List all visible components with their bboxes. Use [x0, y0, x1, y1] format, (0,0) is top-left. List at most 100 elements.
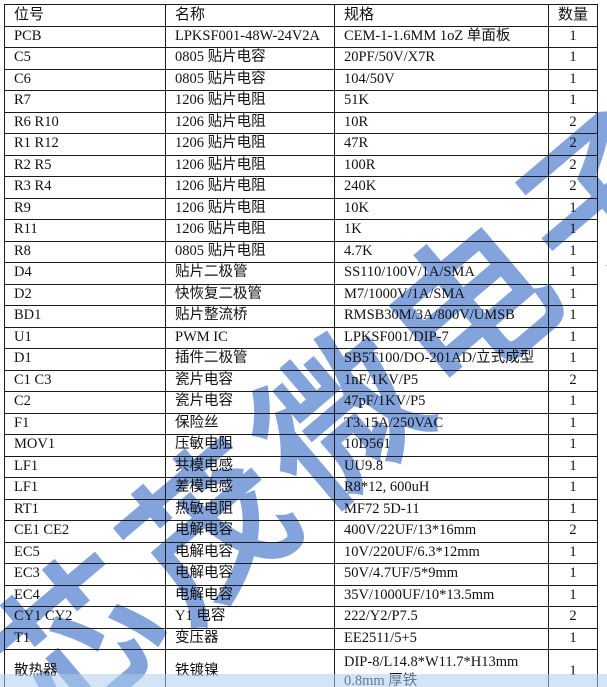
qty-cell: 1 — [548, 412, 598, 435]
designator-cell: C5 — [4, 47, 166, 70]
name-cell: LPKSF001-48W-24V2A — [165, 25, 335, 48]
spec-cell: SS110/100V/1A/SMA — [334, 262, 549, 285]
table-row: EC4 电解电容 35V/1000UF/10*13.5mm 1 — [4, 584, 598, 607]
spec-cell: 50V/4.7UF/5*9mm — [334, 563, 549, 586]
name-cell: 压敏电阻 — [165, 434, 335, 457]
spec-cell: 222/Y2/P7.5 — [334, 606, 549, 629]
spec-cell: 10K — [334, 197, 549, 220]
name-cell: 差模电感 — [165, 477, 335, 500]
name-cell: 1206 贴片电阻 — [165, 90, 335, 113]
table-row: R3 R4 1206 贴片电阻 240K 2 — [4, 176, 598, 199]
table-row: R7 1206 贴片电阻 51K 1 — [4, 90, 598, 113]
designator-cell: D4 — [4, 262, 166, 285]
name-cell: 贴片整流桥 — [165, 305, 335, 328]
designator-cell: D2 — [4, 283, 166, 306]
designator-cell: D1 — [4, 348, 166, 371]
qty-cell: 2 — [548, 369, 598, 392]
designator-cell: MOV1 — [4, 434, 166, 457]
qty-cell: 1 — [548, 627, 598, 650]
name-cell: 0805 贴片电容 — [165, 68, 335, 91]
spec-cell: 400V/22UF/13*16mm — [334, 520, 549, 543]
spec-cell: R8*12, 600uH — [334, 477, 549, 500]
spec-cell: SB5T100/DO-201AD/立式成型 — [334, 348, 549, 371]
qty-cell: 1 — [548, 326, 598, 349]
spec-cell: LPKSF001/DIP-7 — [334, 326, 549, 349]
qty-cell: 1 — [548, 68, 598, 91]
spec-cell: 10D561 — [334, 434, 549, 457]
name-cell: 1206 贴片电阻 — [165, 133, 335, 156]
designator-cell: EC4 — [4, 584, 166, 607]
spec-cell: M7/1000V/1A/SMA — [334, 283, 549, 306]
name-cell: PWM IC — [165, 326, 335, 349]
table-row: RT1 热敏电阻 MF72 5D-11 1 — [4, 498, 598, 521]
name-cell: 热敏电阻 — [165, 498, 335, 521]
table-row: EC3 电解电容 50V/4.7UF/5*9mm 1 — [4, 563, 598, 586]
table-row: CE1 CE2 电解电容 400V/22UF/13*16mm 2 — [4, 520, 598, 543]
header-spec: 规格 — [334, 4, 549, 27]
spec-cell: 4.7K — [334, 240, 549, 263]
designator-cell: BD1 — [4, 305, 166, 328]
spec-cell: 240K — [334, 176, 549, 199]
name-cell: 0805 贴片电阻 — [165, 240, 335, 263]
table-row: LF1 共模电感 UU9.8 1 — [4, 455, 598, 478]
table-row: PCB LPKSF001-48W-24V2A CEM-1-1.6MM 1oZ 单… — [4, 25, 598, 48]
qty-cell: 2 — [548, 176, 598, 199]
qty-cell: 1 — [548, 391, 598, 414]
qty-cell: 1 — [548, 649, 598, 687]
name-cell: 插件二极管 — [165, 348, 335, 371]
designator-cell: EC3 — [4, 563, 166, 586]
designator-cell: LF1 — [4, 455, 166, 478]
table-row: CY1 CY2 Y1 电容 222/Y2/P7.5 2 — [4, 606, 598, 629]
designator-cell: EC5 — [4, 541, 166, 564]
spec-cell: DIP-8/L14.8*W11.7*H13mm 0.8mm 厚铁 — [334, 649, 549, 687]
table-row: LF1 差模电感 R8*12, 600uH 1 — [4, 477, 598, 500]
qty-cell: 1 — [548, 348, 598, 371]
table-row: C1 C3 瓷片电容 1nF/1KV/P5 2 — [4, 369, 598, 392]
name-cell: 1206 贴片电阻 — [165, 176, 335, 199]
table-row: D4 贴片二极管 SS110/100V/1A/SMA 1 — [4, 262, 598, 285]
table-row: R9 1206 贴片电阻 10K 1 — [4, 197, 598, 220]
designator-cell: PCB — [4, 25, 166, 48]
spec-cell: 47pF/1KV/P5 — [334, 391, 549, 414]
designator-cell: RT1 — [4, 498, 166, 521]
qty-cell: 2 — [548, 520, 598, 543]
name-cell: 1206 贴片电阻 — [165, 111, 335, 134]
qty-cell: 2 — [548, 606, 598, 629]
qty-cell: 1 — [548, 283, 598, 306]
qty-cell: 1 — [548, 498, 598, 521]
table-row: MOV1 压敏电阻 10D561 1 — [4, 434, 598, 457]
designator-cell: C2 — [4, 391, 166, 414]
designator-cell: C1 C3 — [4, 369, 166, 392]
designator-cell: R6 R10 — [4, 111, 166, 134]
designator-cell: R11 — [4, 219, 166, 242]
designator-cell: R3 R4 — [4, 176, 166, 199]
qty-cell: 1 — [548, 305, 598, 328]
table-row: EC5 电解电容 10V/220UF/6.3*12mm 1 — [4, 541, 598, 564]
name-cell: 快恢复二极管 — [165, 283, 335, 306]
table-row: BD1 贴片整流桥 RMSB30M/3A/800V/UMSB 1 — [4, 305, 598, 328]
spec-cell: RMSB30M/3A/800V/UMSB — [334, 305, 549, 328]
table-row: U1 PWM IC LPKSF001/DIP-7 1 — [4, 326, 598, 349]
designator-cell: R8 — [4, 240, 166, 263]
designator-cell: LF1 — [4, 477, 166, 500]
designator-cell: CE1 CE2 — [4, 520, 166, 543]
name-cell: 0805 贴片电容 — [165, 47, 335, 70]
name-cell: 电解电容 — [165, 563, 335, 586]
spec-cell: T3.15A/250VAC — [334, 412, 549, 435]
bom-table: 位号 名称 规格 数量 PCB LPKSF001-48W-24V2A CEM-1… — [4, 4, 598, 687]
name-cell: 贴片二极管 — [165, 262, 335, 285]
qty-cell: 1 — [548, 240, 598, 263]
spec-cell: 20PF/50V/X7R — [334, 47, 549, 70]
designator-cell: T1 — [4, 627, 166, 650]
spec-cell: 51K — [334, 90, 549, 113]
table-row: C5 0805 贴片电容 20PF/50V/X7R 1 — [4, 47, 598, 70]
qty-cell: 1 — [548, 584, 598, 607]
header-qty: 数量 — [548, 4, 598, 27]
designator-cell: R7 — [4, 90, 166, 113]
designator-cell: R2 R5 — [4, 154, 166, 177]
spec-cell: EE2511/5+5 — [334, 627, 549, 650]
designator-cell: R1 R12 — [4, 133, 166, 156]
name-cell: Y1 电容 — [165, 606, 335, 629]
table-header-row: 位号 名称 规格 数量 — [4, 4, 598, 27]
spec-cell: 10V/220UF/6.3*12mm — [334, 541, 549, 564]
